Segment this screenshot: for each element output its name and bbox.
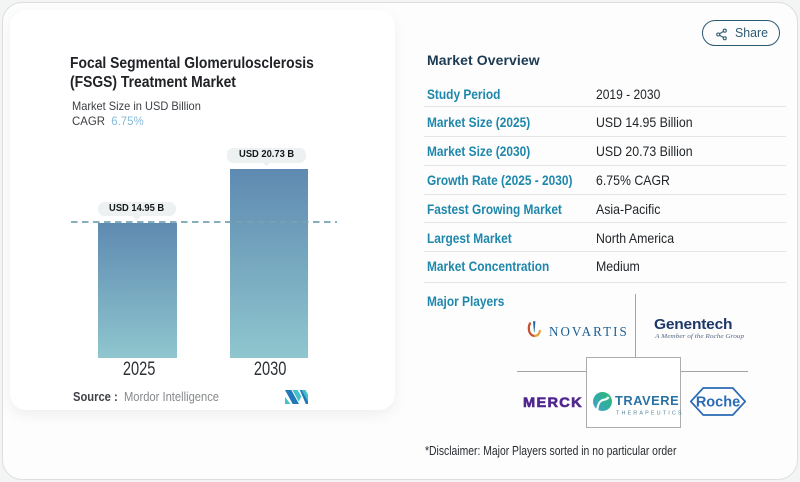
svg-text:Roche: Roche (696, 395, 740, 411)
